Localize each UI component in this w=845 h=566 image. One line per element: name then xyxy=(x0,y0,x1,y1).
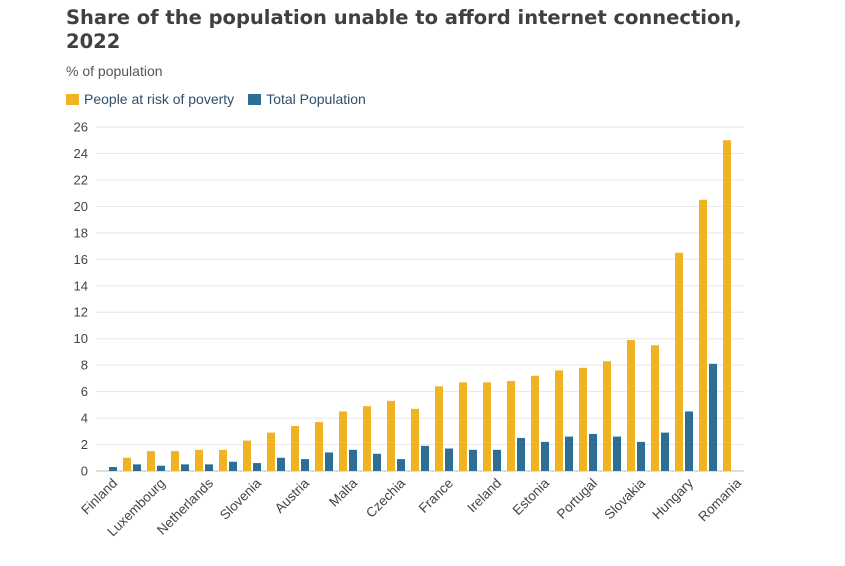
y-tick-label: 6 xyxy=(81,384,88,399)
y-tick-label: 18 xyxy=(74,225,88,240)
bar-total xyxy=(301,459,309,471)
bar-total xyxy=(253,463,261,471)
legend-swatch-poverty xyxy=(66,93,79,105)
x-tick-label: Romania xyxy=(695,475,744,524)
bar-total xyxy=(637,441,645,471)
x-tick-label: Ireland xyxy=(464,476,504,516)
x-tick-label: Slovenia xyxy=(217,475,265,523)
x-tick-label: France xyxy=(416,476,456,516)
bar-poverty xyxy=(579,367,587,471)
legend-swatch-total xyxy=(248,93,262,105)
bar-poverty xyxy=(411,408,419,471)
x-tick-label: Slovakia xyxy=(601,475,648,522)
bar-poverty xyxy=(531,375,539,471)
x-tick-label: Austria xyxy=(272,475,313,516)
bar-total xyxy=(565,436,573,471)
bar-total xyxy=(229,461,237,471)
y-tick-label: 2 xyxy=(81,437,88,452)
bar-total xyxy=(421,445,429,471)
y-tick-label: 4 xyxy=(81,411,88,426)
bar-poverty xyxy=(507,381,515,471)
y-tick-label: 16 xyxy=(74,252,88,267)
y-tick-label: 24 xyxy=(74,146,88,161)
x-tick-label: Czechia xyxy=(363,475,408,520)
bar-poverty xyxy=(483,382,491,471)
bar-total xyxy=(517,437,525,471)
legend-item-total[interactable]: Total Population xyxy=(248,91,366,107)
bar-total xyxy=(325,452,333,471)
bar-total xyxy=(181,464,189,471)
chart-title: Share of the population unable to afford… xyxy=(66,6,742,53)
bar-poverty xyxy=(219,449,227,471)
y-tick-label: 26 xyxy=(74,120,88,135)
y-tick-label: 20 xyxy=(74,199,88,214)
bar-poverty xyxy=(723,140,731,471)
bar-poverty xyxy=(651,345,659,471)
bar-total xyxy=(661,432,669,471)
y-tick-label: 12 xyxy=(74,305,88,320)
bar-total xyxy=(349,449,357,471)
bar-poverty xyxy=(243,440,251,471)
bar-total xyxy=(277,457,285,471)
bar-poverty xyxy=(675,252,683,471)
y-tick-label: 8 xyxy=(81,358,88,373)
bar-total xyxy=(397,459,405,471)
bar-total xyxy=(157,465,165,471)
bar-poverty xyxy=(339,411,347,471)
bar-total xyxy=(685,411,693,471)
x-tick-label: Portugal xyxy=(554,476,600,522)
bar-total xyxy=(109,467,117,471)
legend-label-total: Total Population xyxy=(266,91,366,107)
bar-poverty xyxy=(435,386,443,471)
bar-total xyxy=(445,448,453,471)
legend-item-poverty[interactable]: People at risk of poverty xyxy=(66,91,234,107)
bar-total xyxy=(709,363,717,471)
x-tick-label: Estonia xyxy=(510,475,553,518)
bar-total xyxy=(469,449,477,471)
bar-poverty xyxy=(555,370,563,471)
bar-total xyxy=(493,449,501,471)
bar-poverty xyxy=(195,449,203,471)
bar-poverty xyxy=(603,361,611,471)
bar-total xyxy=(373,453,381,471)
y-tick-label: 0 xyxy=(81,464,88,479)
chart-subtitle: % of population xyxy=(66,63,163,79)
legend: People at risk of poverty Total Populati… xyxy=(66,91,380,107)
bar-total xyxy=(613,436,621,471)
x-tick-label: Hungary xyxy=(649,475,696,522)
bar-poverty xyxy=(267,432,275,471)
bar-poverty xyxy=(459,382,467,471)
bar-total xyxy=(133,464,141,471)
bar-poverty xyxy=(291,426,299,471)
bar-poverty xyxy=(627,340,635,471)
bar-poverty xyxy=(699,199,707,471)
y-tick-label: 10 xyxy=(74,331,88,346)
bar-poverty xyxy=(147,451,155,471)
bar-poverty xyxy=(123,457,131,471)
y-tick-label: 22 xyxy=(74,172,88,187)
bar-poverty xyxy=(363,406,371,471)
legend-label-poverty: People at risk of poverty xyxy=(84,91,235,107)
bar-total xyxy=(205,464,213,471)
bar-poverty xyxy=(387,400,395,471)
y-tick-label: 14 xyxy=(74,278,88,293)
bar-total xyxy=(589,433,597,471)
bar-total xyxy=(541,441,549,471)
bar-poverty xyxy=(171,451,179,471)
x-tick-label: Malta xyxy=(326,475,360,509)
bar-poverty xyxy=(315,422,323,471)
x-tick-label: Finland xyxy=(78,476,120,518)
